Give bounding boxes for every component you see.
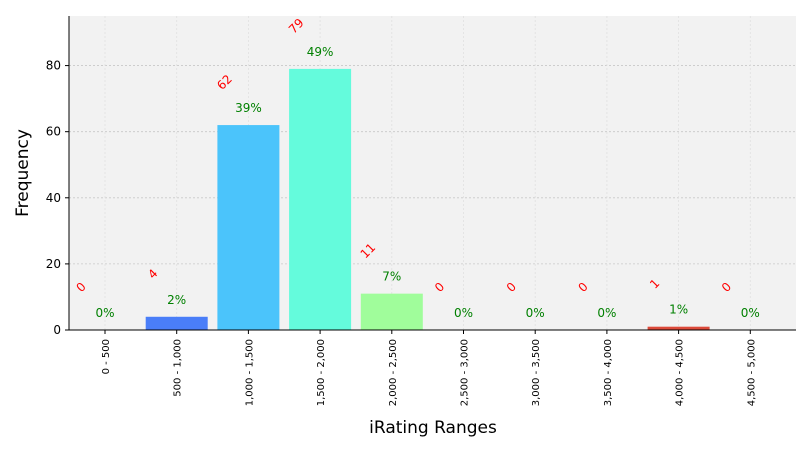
percent-label: 39% (235, 101, 262, 115)
x-tick-label: 2,500 - 3,000 (460, 339, 471, 406)
y-tick-label: 80 (46, 59, 61, 73)
y-axis-title: Frequency (13, 129, 33, 217)
y-tick-label: 40 (46, 191, 61, 205)
x-tick-label: 1,500 - 2,000 (316, 339, 327, 406)
percent-label: 1% (669, 303, 688, 317)
percent-label: 0% (95, 306, 114, 320)
x-tick-label: 4,500 - 5,000 (746, 339, 757, 406)
percent-label: 0% (526, 306, 545, 320)
x-tick-label: 1,000 - 1,500 (244, 339, 255, 406)
bar (289, 68, 352, 330)
percent-label: 0% (741, 306, 760, 320)
bar (217, 125, 280, 330)
axes (68, 16, 796, 331)
x-tick-label: 3,000 - 3,500 (531, 339, 542, 406)
x-tick-label: 2,000 - 2,500 (388, 339, 399, 406)
bars (145, 68, 710, 330)
bar (145, 316, 208, 330)
y-tick-label: 60 (46, 125, 61, 139)
x-axis-title: iRating Ranges (369, 418, 497, 438)
percent-label: 2% (167, 293, 186, 307)
plot-background (69, 16, 796, 330)
bar (647, 326, 710, 330)
percent-label: 49% (307, 45, 334, 59)
x-tick-label: 4,000 - 4,500 (675, 339, 686, 406)
y-ticks: 0 20 40 60 80 (46, 59, 69, 337)
x-tick-label: 0 - 500 (101, 339, 112, 374)
x-ticks: 0 - 500 500 - 1,000 1,000 - 1,500 1,500 - 2… (101, 330, 757, 406)
percent-label: 0% (454, 306, 473, 320)
bar (360, 293, 423, 330)
x-tick-label: 3,500 - 4,000 (603, 339, 614, 406)
y-tick-label: 20 (46, 257, 61, 271)
y-tick-label: 0 (53, 323, 61, 337)
percent-label: 0% (597, 306, 616, 320)
x-tick-label: 500 - 1,000 (173, 339, 184, 397)
percent-label: 7% (382, 270, 401, 284)
